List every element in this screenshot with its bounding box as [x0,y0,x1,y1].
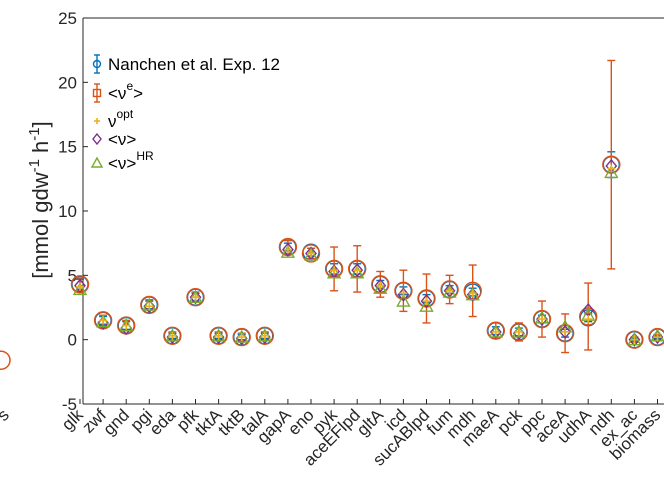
axes [82,17,664,405]
nhr-point-sucABlpd [419,298,434,312]
legend-entry-ne: <νe> [92,79,143,103]
nmean-point-aceA [559,324,572,340]
nue-point-ndh [602,155,621,174]
data-marks [70,59,664,354]
legend-entry-nopt: νopt [94,107,134,131]
nhr-point-gapA [280,244,296,258]
y-tick-label: 5 [68,266,77,285]
legend: Nanchen et al. Exp. 12 <νe> νopt<ν><ν>HR [90,54,280,173]
legend-entry-nhr: <ν>HR [90,149,154,173]
nue-point-talA [255,326,274,346]
nmean-point-gltA [374,278,387,293]
nhr-point-icd [396,293,411,307]
x-ticks: glkzwfgndpgiedapfktktAtktBtalAgapAenopyk… [0,350,664,470]
nmean-point-maeA [489,324,502,340]
nue-point-maeA [486,321,505,340]
nue-point-eda [163,326,182,346]
nue-point-fum [440,280,459,299]
y-tick-label: 25 [58,9,77,28]
legend-label-ne: <νe> [108,79,143,103]
y-tick-label: 20 [58,73,77,92]
y-tick-label: -5 [62,395,77,414]
nhr-point-gltA [373,280,388,294]
y-axis-label: [mmol gdw-1 h-1] [26,121,53,279]
nue-point-glk [70,275,90,294]
nue-point-tktA [209,326,228,346]
legend-entry-nmean: <ν> [92,130,136,149]
y-tick-label: 10 [58,202,77,221]
partial-marker [0,350,11,371]
nmean-point-sucABlpd [420,293,433,309]
nue-point-pgi [140,295,159,315]
nhr-point-aceEFlpd [350,265,365,279]
nmean-point-aceEFlpd [351,263,364,278]
nue-point-pck [509,322,529,342]
legend-marker [92,59,102,69]
y-tick-label: 0 [68,331,77,350]
legend-label-nmean: <ν> [108,130,136,149]
y-ticks: -5 0 5 10 15 20 25 [58,9,88,414]
nue-point-aceA [555,324,575,343]
legend-label-nopt: νopt [108,107,134,131]
nhr-point-glk [72,282,88,296]
nue-point-icd [394,281,413,300]
nmean-point-pfk [189,290,202,305]
legend-marker [92,132,102,146]
nhr-point-pyk [326,265,342,279]
nue-point-ex_ac [625,330,644,349]
legend-marker [90,156,104,168]
nue-point-pfk [186,288,205,307]
nmean-point-ex_ac [628,332,641,347]
legend-marker [92,88,102,98]
legend-label-exp: Nanchen et al. Exp. 12 [108,55,280,74]
nmean-point-glk [74,278,86,293]
y-tick-label: 15 [58,138,77,157]
legend-label-nhr: <ν>HR [108,149,154,173]
x-tick-label-partial: s [0,405,13,424]
nhr-point-ndh [604,164,619,179]
nue-point-eno [301,244,321,263]
legend-entry-exp: Nanchen et al. Exp. 12 [92,54,280,74]
nmean-point-gapA [281,242,294,257]
nue-point-tktB [232,327,251,347]
